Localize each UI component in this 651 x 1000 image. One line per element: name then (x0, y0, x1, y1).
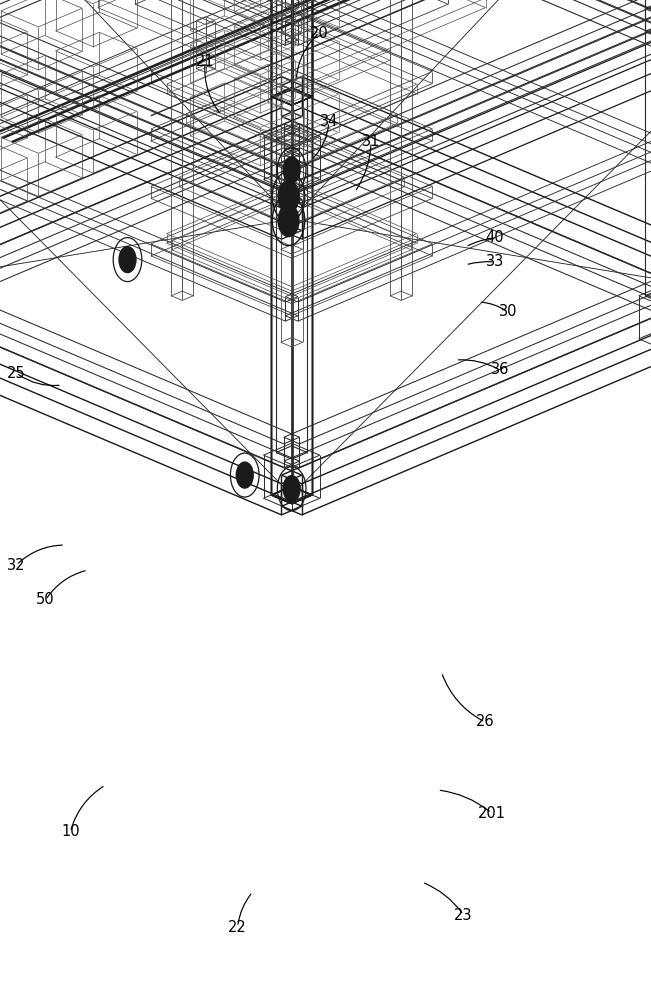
Text: 26: 26 (476, 714, 494, 730)
Circle shape (283, 476, 300, 502)
Text: 33: 33 (486, 254, 504, 269)
Text: 20: 20 (310, 25, 328, 40)
Text: 10: 10 (61, 824, 79, 840)
Text: 23: 23 (454, 908, 473, 922)
Text: 25: 25 (7, 365, 25, 380)
Text: 30: 30 (499, 304, 517, 320)
Circle shape (278, 181, 299, 213)
Text: 32: 32 (7, 558, 25, 572)
Text: 40: 40 (486, 231, 504, 245)
Text: 50: 50 (36, 592, 55, 607)
Circle shape (119, 247, 136, 273)
Circle shape (278, 205, 299, 237)
Text: 36: 36 (491, 362, 509, 377)
Text: 22: 22 (229, 920, 247, 934)
Text: 21: 21 (196, 54, 214, 70)
Text: 201: 201 (477, 806, 506, 820)
Circle shape (283, 157, 300, 183)
Text: 31: 31 (362, 134, 380, 149)
Circle shape (236, 462, 253, 488)
Text: 34: 34 (320, 114, 338, 129)
